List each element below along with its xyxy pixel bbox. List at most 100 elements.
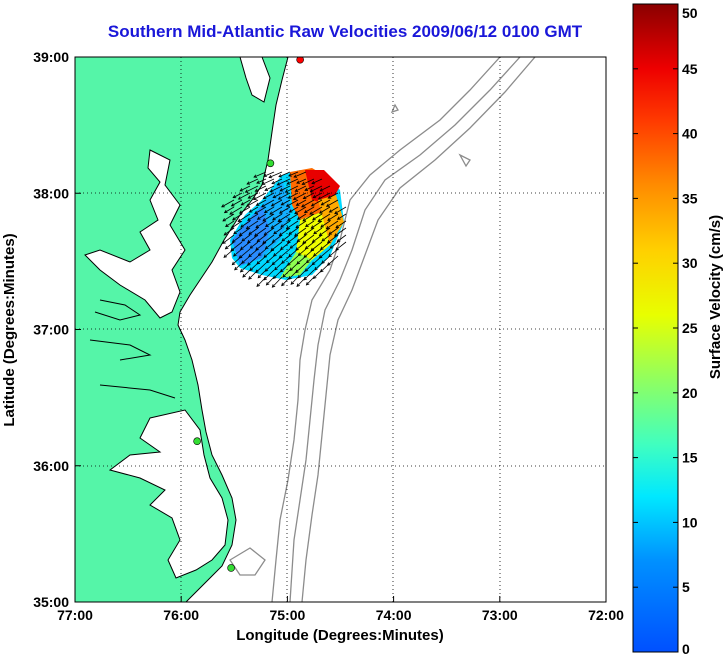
colorbar-label: Surface Velocity (cm/s): [707, 215, 724, 379]
velocity-vector-head: [246, 181, 251, 185]
velocity-vector-head: [255, 202, 260, 206]
velocity-vector-head: [311, 239, 316, 243]
velocity-vector-head: [312, 217, 316, 221]
velocity-vector: [277, 213, 291, 222]
velocity-vector: [294, 227, 307, 237]
velocity-vector: [257, 269, 267, 279]
velocity-vector: [273, 248, 283, 257]
velocity-vector-head: [256, 238, 261, 243]
velocity-vector: [337, 213, 347, 220]
velocity-vector: [334, 227, 347, 237]
isobath-deep: [301, 57, 536, 602]
velocity-vector: [287, 234, 299, 244]
velocity-vector: [334, 206, 347, 215]
velocity-vector: [310, 241, 323, 252]
velocity-vector-head: [285, 225, 290, 230]
velocity-vector-head: [278, 174, 282, 178]
velocity-vector-head: [232, 194, 237, 199]
velocity-vector: [306, 276, 315, 286]
velocity-vector: [329, 206, 339, 213]
velocity-vector: [253, 192, 267, 200]
velocity-vector: [271, 199, 283, 207]
velocity-vector: [298, 248, 307, 256]
velocity-vector: [280, 241, 291, 250]
velocity-vector: [272, 276, 283, 288]
velocity-vector: [321, 234, 331, 242]
velocity-vector: [312, 234, 323, 243]
velocity-vector-head: [310, 203, 315, 207]
velocity-vector: [285, 185, 299, 193]
velocity-vector: [229, 206, 243, 215]
delaware-bay: [240, 57, 270, 102]
velocity-vector-head: [289, 245, 294, 249]
velocity-vector: [311, 199, 323, 207]
velocity-vector: [242, 269, 251, 278]
velocity-vector: [319, 227, 331, 236]
velocity-vector: [272, 213, 283, 221]
velocity-vector: [233, 248, 243, 257]
velocity-vector-head: [313, 230, 317, 235]
velocity-vector: [249, 241, 259, 249]
velocity-vector-head: [296, 216, 301, 220]
velocity-vector-head: [288, 209, 293, 213]
velocity-vector: [293, 192, 307, 200]
velocity-vector-head: [221, 204, 225, 208]
velocity-vector: [266, 255, 275, 263]
velocity-vector: [222, 234, 235, 244]
velocity-vector-head: [229, 211, 233, 215]
velocity-vector-head: [287, 195, 292, 199]
colorbar-tick-label: 40: [682, 126, 698, 142]
radar-site-marker: [227, 564, 235, 572]
velocity-vector: [288, 171, 299, 177]
velocity-vector-head: [311, 180, 316, 185]
x-axis-ticks: 77:00 76:00 75:00 74:00 73:00 72:00: [57, 596, 624, 623]
isobath-mid: [289, 57, 521, 602]
velocity-vector: [286, 199, 299, 207]
chesapeake-bay: [85, 150, 185, 318]
velocity-vector-head: [288, 173, 292, 177]
velocity-vector-head: [238, 210, 243, 214]
y-tick-label: 37:00: [33, 322, 69, 338]
velocity-vector: [225, 220, 235, 227]
velocity-vector-head: [296, 180, 300, 184]
velocity-vector-head: [279, 188, 284, 192]
velocity-vector: [310, 220, 323, 229]
velocity-vector-head: [254, 210, 258, 215]
velocity-vector: [311, 178, 323, 184]
velocity-vector-head: [303, 209, 308, 214]
velocity-vector: [264, 262, 275, 272]
velocity-vector: [232, 234, 243, 243]
velocity-vector-head: [239, 246, 244, 251]
velocity-vector: [303, 192, 315, 199]
x-tick-label: 74:00: [376, 607, 412, 623]
velocity-vector: [313, 248, 323, 257]
velocity-vector: [278, 171, 291, 178]
velocity-vector-head: [317, 218, 322, 222]
velocity-vector-head: [268, 174, 273, 179]
velocity-vector-head: [247, 195, 252, 199]
velocity-vector-head: [305, 281, 310, 286]
velocity-vector: [280, 220, 291, 228]
velocity-vector: [304, 262, 315, 272]
velocity-vector: [246, 199, 259, 207]
velocity-vector: [288, 192, 299, 199]
velocity-vector-head: [319, 246, 324, 251]
velocity-vector-head: [254, 188, 259, 192]
velocity-vector: [263, 227, 275, 236]
velocity-vector-head: [231, 239, 236, 243]
velocity-vector-head: [225, 223, 229, 228]
velocity-vector: [261, 199, 275, 208]
colorbar-tick-label: 5: [682, 579, 690, 595]
velocity-vector: [272, 192, 283, 199]
map-title: Southern Mid-Atlantic Raw Velocities 200…: [107, 22, 583, 41]
velocity-vector: [246, 178, 259, 185]
x-axis-label: Longitude (Degrees:Minutes): [236, 627, 444, 644]
velocity-vector: [289, 241, 299, 249]
velocity-vector: [248, 248, 259, 258]
velocity-vector-head: [325, 225, 330, 230]
grid-lines: [75, 57, 606, 602]
velocity-vector: [241, 199, 251, 206]
velocity-vector: [221, 199, 235, 208]
velocity-vector: [293, 171, 307, 178]
velocity-vector-head: [248, 276, 252, 280]
